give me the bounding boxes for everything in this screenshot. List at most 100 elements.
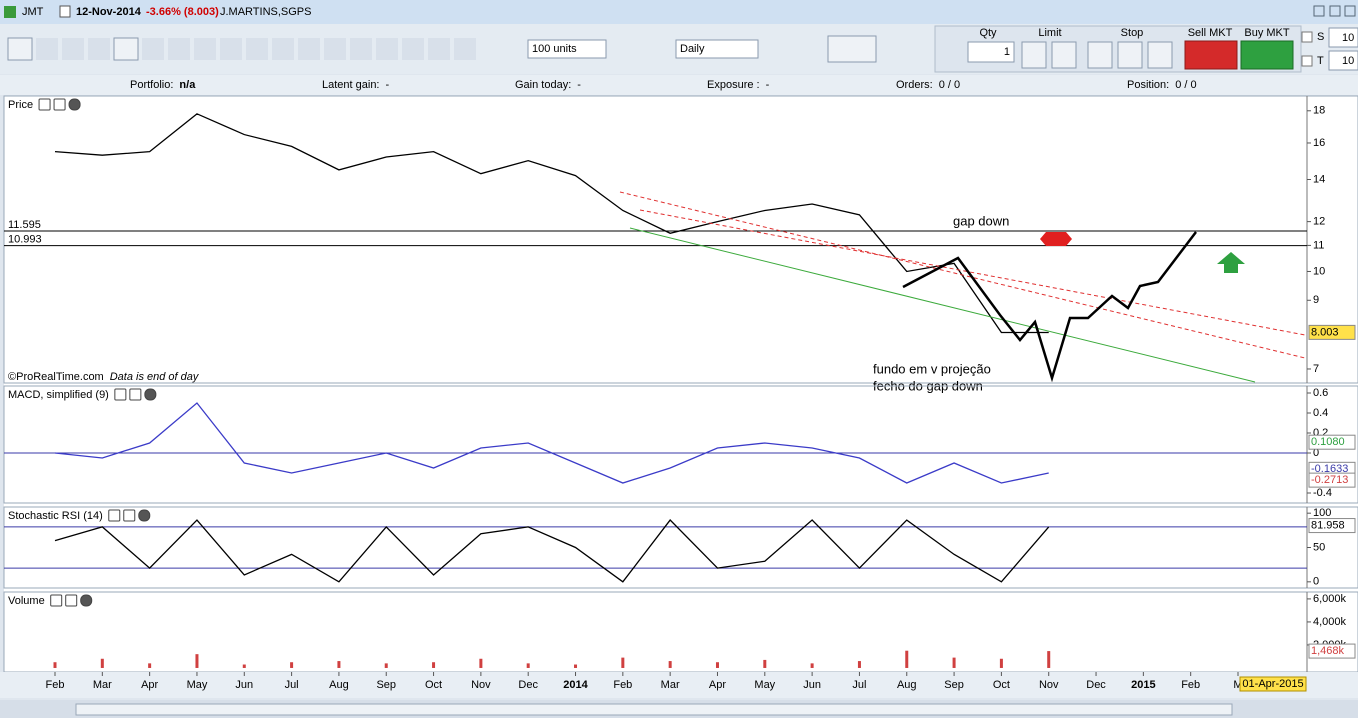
panel-icon[interactable] bbox=[80, 594, 93, 607]
portfolio-value: - bbox=[577, 79, 581, 91]
app-icon bbox=[4, 6, 16, 18]
x-tick-label: Apr bbox=[141, 679, 158, 691]
x-tick-label: Feb bbox=[1181, 679, 1200, 691]
close[interactable] bbox=[1344, 5, 1356, 17]
minimize[interactable] bbox=[1313, 5, 1325, 17]
tool-button[interactable] bbox=[194, 38, 216, 60]
credit: ©ProRealTime.com bbox=[8, 371, 104, 383]
x-tick-label: Jul bbox=[852, 679, 866, 691]
s-value: 10 bbox=[1342, 32, 1354, 44]
tool-button[interactable] bbox=[350, 38, 372, 60]
x-tick-label: Mar bbox=[661, 679, 680, 691]
panel-icon[interactable] bbox=[108, 509, 121, 522]
last-value-box bbox=[1308, 518, 1356, 534]
panel-icon[interactable] bbox=[65, 594, 78, 607]
panel-icon[interactable] bbox=[114, 388, 127, 401]
limit-sell[interactable] bbox=[1051, 41, 1077, 69]
maximize[interactable] bbox=[1329, 5, 1341, 17]
tool-button[interactable] bbox=[36, 38, 58, 60]
scrollbar[interactable] bbox=[75, 703, 1233, 716]
last-value: 8.003 bbox=[1311, 326, 1339, 338]
tool-button[interactable] bbox=[272, 38, 294, 60]
tool-button[interactable] bbox=[62, 38, 84, 60]
volume-bar bbox=[526, 663, 530, 668]
last-value: 1,468k bbox=[1311, 645, 1345, 657]
volume-bar bbox=[999, 658, 1003, 668]
last-value: 0.1080 bbox=[1311, 436, 1345, 448]
panel-icon[interactable] bbox=[68, 98, 81, 111]
x-tick-label: Oct bbox=[425, 679, 442, 691]
qty-input[interactable] bbox=[967, 41, 1015, 63]
panel-title: MACD, simplified (9) bbox=[8, 389, 109, 401]
x-tick-label: Mar bbox=[93, 679, 112, 691]
buy-button[interactable] bbox=[1240, 40, 1294, 70]
panel-icon[interactable] bbox=[50, 594, 63, 607]
tool-button[interactable] bbox=[454, 38, 476, 60]
volume-bar bbox=[857, 661, 861, 668]
tool-button[interactable] bbox=[113, 37, 139, 61]
panel-icon[interactable] bbox=[123, 509, 136, 522]
volume-bar bbox=[290, 662, 294, 668]
change: -3.66% (8.003) bbox=[146, 6, 219, 18]
tool-button[interactable] bbox=[246, 38, 268, 60]
y-tick-label: 18 bbox=[1313, 105, 1325, 117]
t-input[interactable] bbox=[1328, 50, 1358, 71]
stop-button[interactable] bbox=[1117, 41, 1143, 69]
annotation: gap down bbox=[953, 213, 1009, 228]
y-tick-label: 6,000k bbox=[1313, 593, 1347, 605]
panel-title: Volume bbox=[8, 595, 45, 607]
indicator-button[interactable] bbox=[827, 35, 877, 63]
tool-button[interactable] bbox=[142, 38, 164, 60]
info-icon[interactable] bbox=[59, 5, 71, 18]
series-line bbox=[54, 113, 1049, 334]
t-checkbox[interactable] bbox=[1301, 55, 1313, 67]
level-label: 10.993 bbox=[8, 233, 42, 245]
tool-button[interactable] bbox=[88, 38, 110, 60]
y-tick-label: 16 bbox=[1313, 137, 1325, 149]
stop-button[interactable] bbox=[1087, 41, 1113, 69]
x-tick-label: Aug bbox=[329, 679, 349, 691]
limit-buy[interactable] bbox=[1021, 41, 1047, 69]
tool-button[interactable] bbox=[402, 38, 424, 60]
x-tick-label: Nov bbox=[1039, 679, 1059, 691]
volume-bar bbox=[100, 658, 104, 668]
volume-bar bbox=[763, 659, 767, 668]
tool-button[interactable] bbox=[376, 38, 398, 60]
panel-icon[interactable] bbox=[53, 98, 66, 111]
tool-button[interactable] bbox=[324, 38, 346, 60]
portfolio-label: Portfolio: bbox=[130, 79, 173, 91]
panel-icon[interactable] bbox=[38, 98, 51, 111]
tool-button[interactable] bbox=[220, 38, 242, 60]
volume-bar bbox=[1047, 651, 1051, 668]
volume-bar bbox=[479, 658, 483, 668]
x-tick-label: Aug bbox=[897, 679, 917, 691]
panels: Price 7 9 10 11 12 14 16 18 11.595 10.993 8.003 gap … bbox=[3, 95, 1358, 673]
portfolio-label: Latent gain: bbox=[322, 79, 380, 91]
sell-button[interactable] bbox=[1184, 40, 1238, 70]
instrument-name: J.MARTINS,SGPS bbox=[220, 6, 311, 18]
y-tick-label: 0 bbox=[1313, 447, 1319, 459]
period-select[interactable] bbox=[675, 39, 759, 59]
tool-button[interactable] bbox=[298, 38, 320, 60]
portfolio-value: n/a bbox=[179, 79, 196, 91]
t-value: 10 bbox=[1342, 55, 1354, 67]
units-select[interactable] bbox=[527, 39, 607, 59]
x-tick-label: M bbox=[1233, 679, 1242, 691]
sell-label: Sell MKT bbox=[1188, 27, 1233, 39]
tool-button[interactable] bbox=[168, 38, 190, 60]
tool-button[interactable] bbox=[428, 38, 450, 60]
title-bar bbox=[0, 0, 1358, 24]
drawing-tools bbox=[7, 37, 476, 61]
panel-icon[interactable] bbox=[138, 509, 151, 522]
s-input[interactable] bbox=[1328, 27, 1358, 48]
volume-bar bbox=[668, 661, 672, 668]
tool-button[interactable] bbox=[7, 37, 33, 61]
x-tick-label: Apr bbox=[709, 679, 726, 691]
x-tick-label: Nov bbox=[471, 679, 491, 691]
stop-button[interactable] bbox=[1147, 41, 1173, 69]
s-checkbox[interactable] bbox=[1301, 31, 1313, 43]
panel-icon[interactable] bbox=[129, 388, 142, 401]
panel-icon[interactable] bbox=[144, 388, 157, 401]
units: 100 units bbox=[532, 43, 577, 55]
